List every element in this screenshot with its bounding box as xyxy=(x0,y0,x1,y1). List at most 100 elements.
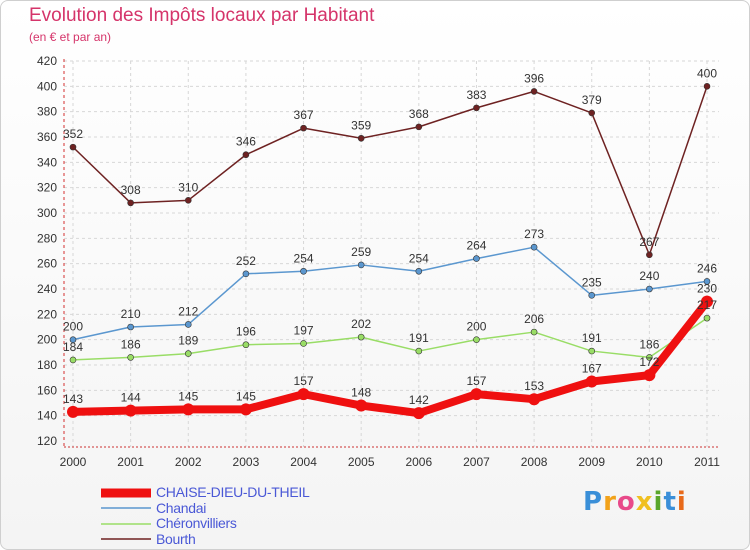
x-tick-label: 2001 xyxy=(117,455,144,469)
data-label: 400 xyxy=(697,66,717,80)
data-label: 346 xyxy=(236,135,256,149)
data-label: 144 xyxy=(121,391,141,405)
data-point xyxy=(182,403,195,416)
data-point xyxy=(530,243,538,251)
y-tick-label: 200 xyxy=(37,333,57,347)
y-tick-label: 320 xyxy=(37,181,57,195)
data-label: 145 xyxy=(236,389,256,403)
data-point xyxy=(473,255,480,262)
legend-label-cheronvilliers: Chéronvilliers xyxy=(156,515,237,532)
data-label: 172 xyxy=(639,355,659,369)
data-label: 200 xyxy=(63,320,83,334)
data-point xyxy=(415,267,423,275)
legend-swatch-bourth xyxy=(101,538,151,540)
data-point xyxy=(415,347,423,355)
data-label: 157 xyxy=(294,374,314,388)
data-point xyxy=(415,123,423,131)
series-0 xyxy=(67,295,713,420)
series-line xyxy=(72,246,708,341)
data-label: 368 xyxy=(409,107,429,121)
y-tick-label: 180 xyxy=(37,358,57,372)
data-label: 217 xyxy=(697,298,717,312)
data-label: 396 xyxy=(524,71,544,85)
data-label: 367 xyxy=(294,108,314,122)
data-point xyxy=(242,341,250,349)
data-label: 191 xyxy=(409,331,429,345)
data-point xyxy=(701,295,713,308)
data-label: 143 xyxy=(63,392,83,406)
data-point xyxy=(242,151,250,159)
legend-item-cheronvilliers[interactable]: Chéronvilliers xyxy=(101,516,309,532)
data-point xyxy=(184,321,192,328)
x-tick-label: 2009 xyxy=(578,455,605,469)
data-label: 184 xyxy=(63,340,83,354)
logo-letter: r xyxy=(603,487,617,517)
x-tick-label: 2003 xyxy=(233,455,260,469)
chart-subtitle: (en € et par an) xyxy=(29,30,112,44)
legend-item-chaise[interactable]: CHAISE-DIEU-DU-THEIL xyxy=(101,485,310,501)
data-label: 240 xyxy=(639,269,659,283)
data-point xyxy=(473,104,480,112)
data-label: 212 xyxy=(178,304,198,318)
y-tick-label: 260 xyxy=(37,257,57,271)
series-2 xyxy=(69,314,711,364)
data-label: 308 xyxy=(121,183,141,197)
data-point xyxy=(184,197,192,204)
data-label: 197 xyxy=(294,323,314,337)
data-label: 157 xyxy=(466,374,486,388)
data-point xyxy=(588,347,596,355)
logo-letter: P xyxy=(583,487,604,517)
data-label: 167 xyxy=(582,361,602,375)
data-point xyxy=(588,109,596,117)
data-point xyxy=(69,143,77,151)
data-point xyxy=(530,88,538,95)
data-label: 246 xyxy=(697,261,717,275)
y-tick-label: 380 xyxy=(37,105,57,119)
x-tick-label: 2004 xyxy=(290,455,317,469)
data-label: 145 xyxy=(178,389,198,403)
logo-letter: i xyxy=(676,487,687,517)
data-point xyxy=(297,388,310,401)
data-label: 235 xyxy=(582,275,602,289)
data-label: 273 xyxy=(524,227,544,241)
logo-letter: i xyxy=(653,487,664,517)
legend-item-bourth[interactable]: Bourth xyxy=(101,531,309,548)
chart-title: Evolution des Impôts locaux par Habitant xyxy=(29,5,375,26)
data-point xyxy=(357,261,365,269)
data-point xyxy=(300,267,307,275)
legend-item-chandai[interactable]: Chandai xyxy=(101,499,309,517)
data-point xyxy=(703,314,711,322)
series-3 xyxy=(69,83,711,259)
data-label: 254 xyxy=(294,251,314,265)
series-line xyxy=(72,85,708,256)
x-tick-label: 2008 xyxy=(521,455,548,469)
y-tick-label: 140 xyxy=(37,409,57,423)
series-line xyxy=(72,317,708,361)
data-point xyxy=(300,340,307,347)
series-line xyxy=(69,297,711,418)
x-tick-label: 2000 xyxy=(60,455,87,469)
data-point xyxy=(242,270,250,278)
y-tick-label: 400 xyxy=(37,79,57,93)
data-label: 379 xyxy=(582,93,602,107)
data-point xyxy=(124,404,137,417)
legend-swatch-cheronvilliers xyxy=(101,523,151,525)
data-point xyxy=(69,356,77,364)
data-label: 359 xyxy=(351,118,371,132)
x-tick-label: 2006 xyxy=(405,455,432,469)
data-point xyxy=(357,333,365,341)
data-label: 186 xyxy=(121,337,141,351)
data-point xyxy=(69,336,77,343)
data-point xyxy=(646,251,653,259)
data-label: 196 xyxy=(236,325,256,339)
data-point xyxy=(646,354,653,361)
data-label: 264 xyxy=(466,239,486,253)
data-point xyxy=(127,323,134,331)
data-point xyxy=(239,403,252,416)
data-point xyxy=(585,375,598,388)
data-label: 186 xyxy=(639,337,659,351)
logo-letter: o xyxy=(616,487,636,517)
legend-label-chandai: Chandai xyxy=(156,499,207,516)
data-point xyxy=(646,285,653,293)
